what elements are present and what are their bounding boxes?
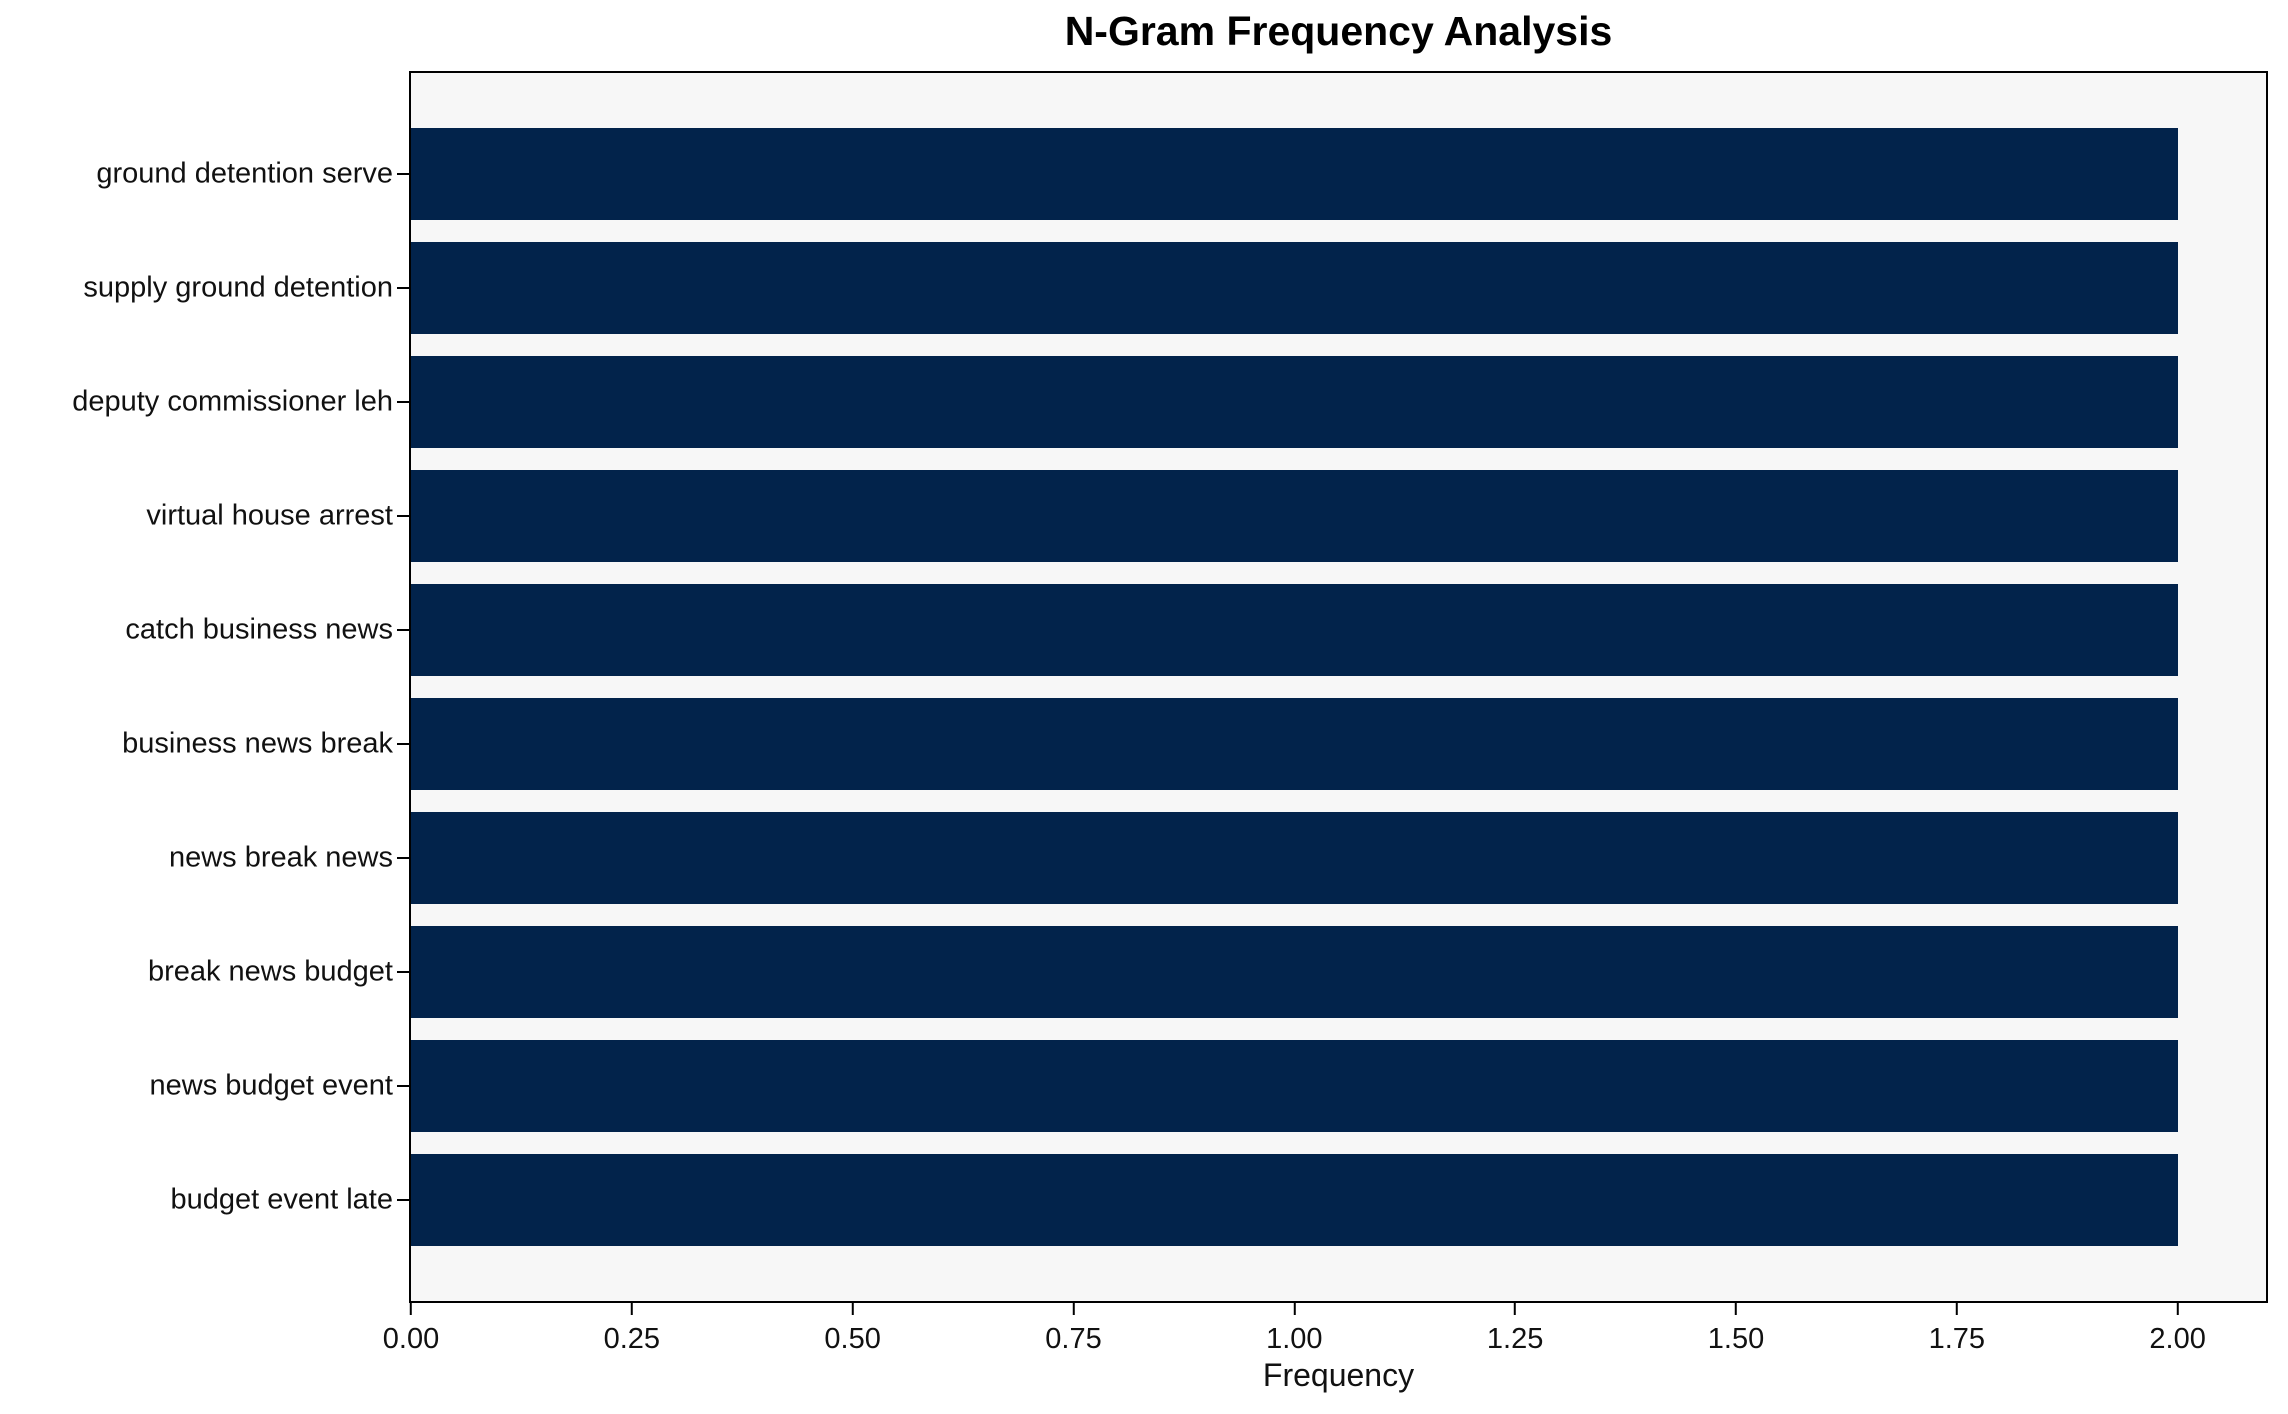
y-tick-mark <box>397 743 409 745</box>
bar <box>411 242 2178 334</box>
bar <box>411 470 2178 562</box>
y-tick-label: catch business news <box>125 613 393 646</box>
x-tick-mark <box>409 1303 412 1315</box>
bar-row: news break news <box>169 801 2266 915</box>
x-axis-ticks: 0.00 0.25 0.50 0.75 1.00 1.25 1.50 1.75 2.00 <box>383 1303 2266 1373</box>
bar <box>411 584 2178 676</box>
x-tick-label: 1.50 <box>1707 1323 1765 1355</box>
x-tick-label: 0.50 <box>824 1323 881 1355</box>
x-tick-label: 0.25 <box>603 1323 661 1355</box>
bar-row: catch business news <box>125 573 2266 687</box>
y-tick-label: deputy commissioner leh <box>72 385 393 418</box>
bar <box>411 1040 2178 1132</box>
x-tick: 2.00 <box>2149 1303 2206 1356</box>
y-tick-mark <box>397 629 409 631</box>
bar <box>411 926 2178 1018</box>
bar-row: ground detention serve <box>96 117 2266 231</box>
bar-row: business news break <box>122 687 2266 801</box>
x-tick-label: 0.75 <box>1045 1323 1102 1355</box>
y-tick-mark <box>397 971 409 973</box>
x-tick-mark <box>1734 1303 1737 1315</box>
x-tick-mark <box>1955 1303 1958 1315</box>
y-tick-label: ground detention serve <box>96 157 393 190</box>
y-tick-label: budget event late <box>170 1183 393 1216</box>
bar-row: supply ground detention <box>83 231 2266 345</box>
y-tick-mark <box>397 857 409 859</box>
x-tick: 1.50 <box>1708 1303 1764 1356</box>
bar-row: budget event late <box>170 1143 2266 1257</box>
x-tick-label: 0.00 <box>382 1323 440 1355</box>
x-tick-mark <box>630 1303 633 1315</box>
plot-area: ground detention serve supply ground dete… <box>72 71 2268 1303</box>
y-tick-label: break news budget <box>147 955 393 988</box>
x-tick-mark <box>1072 1303 1075 1315</box>
y-tick-mark <box>397 173 409 175</box>
y-tick-label: news break news <box>168 841 393 874</box>
bar <box>411 698 2178 790</box>
x-tick-label: 1.25 <box>1486 1323 1544 1355</box>
x-tick-mark <box>851 1303 854 1315</box>
x-tick: 1.25 <box>1487 1303 1543 1356</box>
x-tick: 1.75 <box>1929 1303 1985 1356</box>
x-tick: 1.00 <box>1266 1303 1323 1356</box>
x-tick: 0.25 <box>604 1303 660 1356</box>
x-axis-label: Frequency <box>1262 1357 1415 1393</box>
x-tick-label: 1.75 <box>1928 1323 1986 1355</box>
x-tick-mark <box>1293 1303 1296 1315</box>
bar-row: deputy commissioner leh <box>72 345 2266 459</box>
bar-row: news budget event <box>150 1029 2266 1143</box>
bar-row: virtual house arrest <box>146 459 2266 573</box>
bar <box>411 812 2178 904</box>
chart-title: N-Gram Frequency Analysis <box>1064 8 1613 54</box>
bar-row: break news budget <box>148 915 2266 1029</box>
y-tick-mark <box>397 401 409 403</box>
y-tick-mark <box>397 1199 409 1201</box>
x-tick-label: 2.00 <box>2149 1323 2206 1355</box>
x-tick: 0.00 <box>383 1303 439 1356</box>
bar <box>411 128 2178 220</box>
x-tick-mark <box>1514 1303 1517 1315</box>
y-tick-label: virtual house arrest <box>146 499 393 532</box>
bars-area: ground detention serve supply ground dete… <box>72 73 2266 1301</box>
y-tick-mark <box>397 1085 409 1087</box>
x-tick: 0.50 <box>824 1303 881 1356</box>
y-tick-mark <box>397 287 409 289</box>
y-tick-label: news budget event <box>149 1069 393 1102</box>
bar <box>411 356 2178 448</box>
bar <box>411 1154 2178 1246</box>
x-tick: 0.75 <box>1045 1303 1102 1356</box>
y-tick-mark <box>397 515 409 517</box>
y-tick-label: business news break <box>122 727 393 760</box>
x-tick-mark <box>2176 1303 2179 1315</box>
x-tick-label: 1.00 <box>1266 1323 1323 1355</box>
y-tick-label: supply ground detention <box>83 271 393 304</box>
